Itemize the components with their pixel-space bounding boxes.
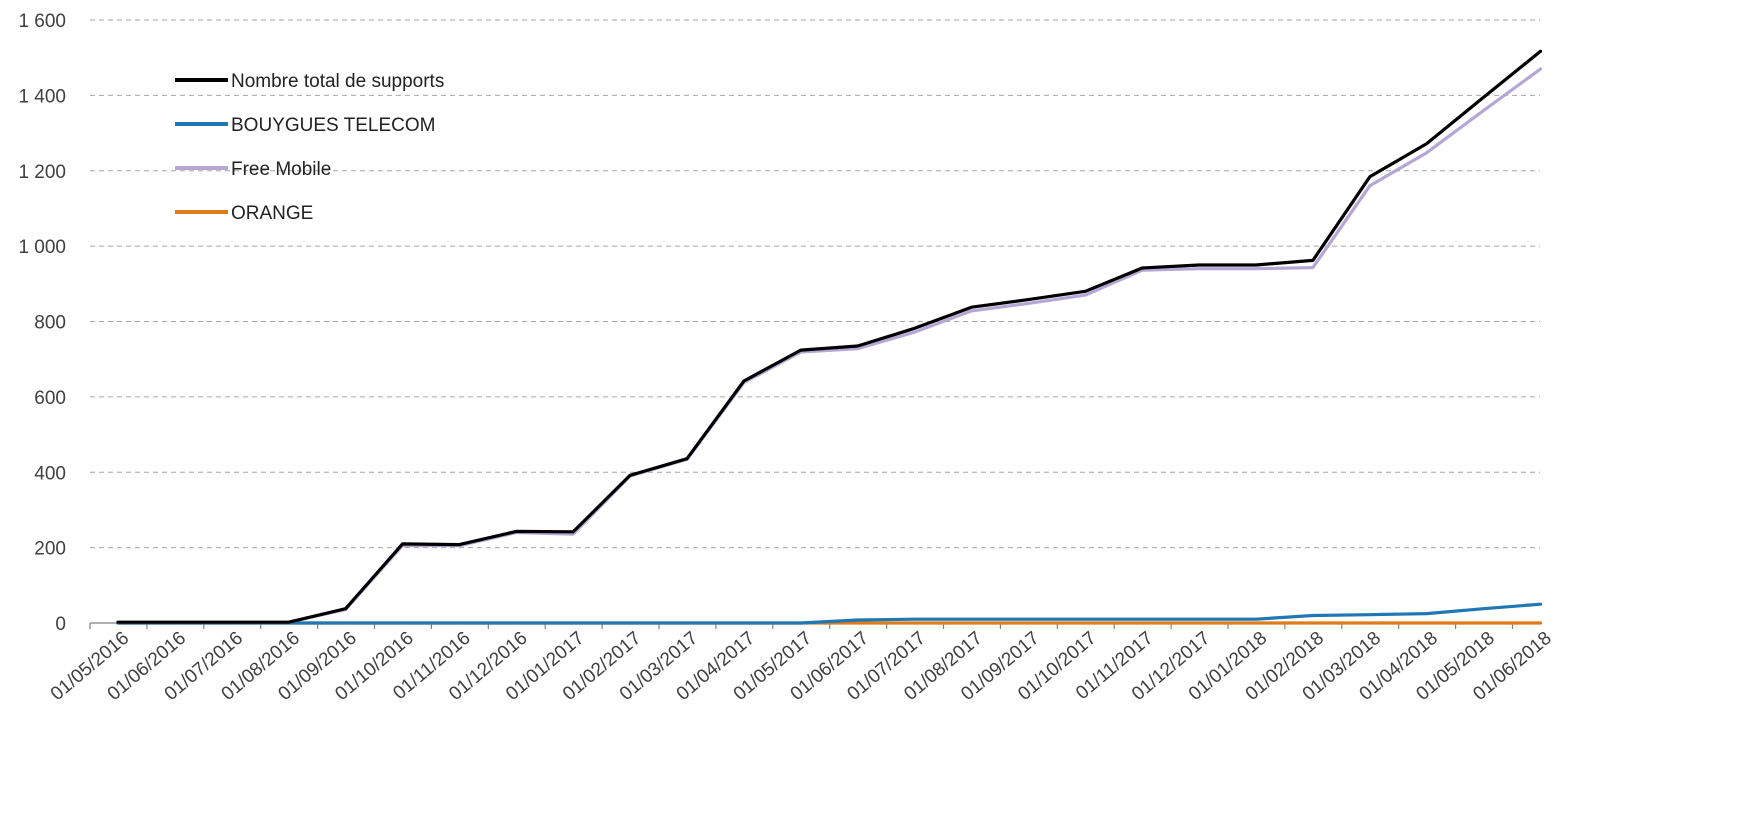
legend-label: ORANGE [231, 203, 313, 224]
y-tick-label: 0 [55, 614, 66, 635]
series-lines [116, 49, 1543, 625]
legend: Nombre total de supports BOUYGUES TELECOM… [175, 71, 444, 224]
y-tick-label: 400 [34, 463, 66, 484]
series-line-bouygues-telecom [116, 602, 1543, 625]
series-line-nombre-total-de-supports [116, 49, 1543, 624]
y-tick-label: 1 200 [18, 162, 66, 183]
y-tick-label: 1 600 [18, 11, 66, 32]
y-tick-label: 200 [34, 539, 66, 560]
y-tick-label: 600 [34, 388, 66, 409]
gridlines [90, 19, 1540, 549]
x-axis: 01/05/201601/06/201601/07/201601/08/2016… [47, 622, 1556, 705]
y-tick-label: 1 400 [18, 86, 66, 107]
legend-label: BOUYGUES TELECOM [231, 115, 435, 136]
y-tick-label: 1 000 [18, 237, 66, 258]
series-line-free-mobile [116, 67, 1543, 624]
y-axis-ticks: 0 200 400 600 800 1 000 1 200 1 400 1 600 [18, 11, 66, 635]
y-tick-label: 800 [34, 313, 66, 334]
legend-label: Nombre total de supports [231, 71, 444, 92]
legend-label: Free Mobile [231, 159, 331, 180]
